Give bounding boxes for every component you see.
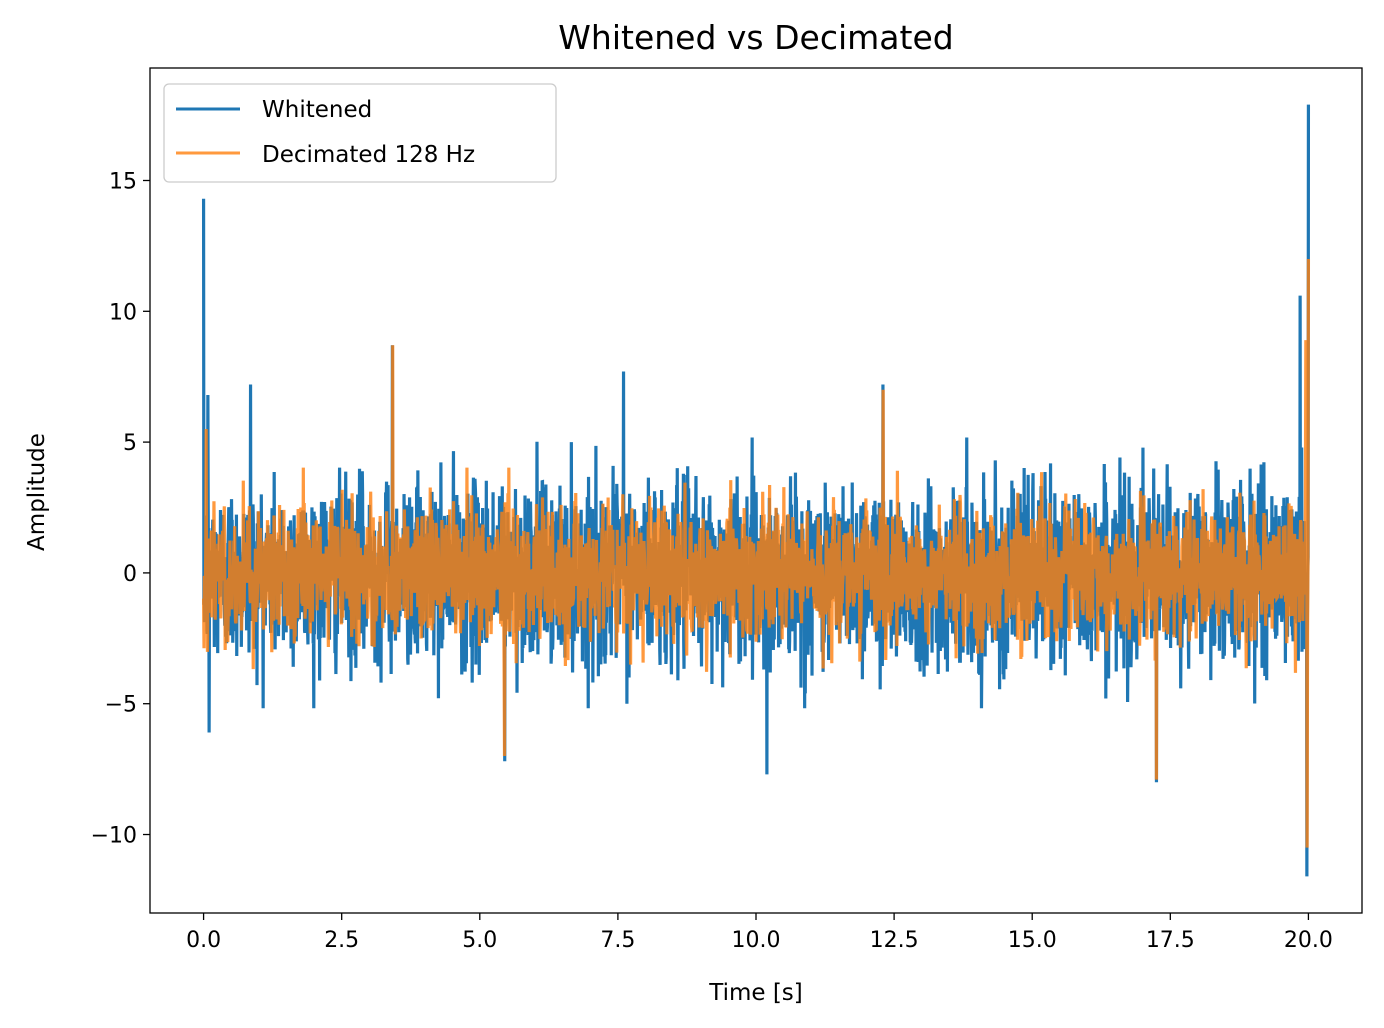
legend-label-decimated: Decimated 128 Hz: [262, 142, 475, 168]
y-tick-label: 5: [123, 431, 137, 456]
y-axis-label: Amplitude: [24, 433, 50, 551]
plot-area: 0.0 2.5 5.0 7.5 10.0 12.5 15.0 17.5 20.0 −10 −5 0 5 1…: [91, 67, 1363, 953]
series-layer: [201, 104, 1311, 877]
x-tick-label: 20.0: [1284, 928, 1333, 953]
y-tick-label: 15: [109, 169, 137, 194]
x-tick-label: 10.0: [732, 928, 781, 953]
x-tick-label: 2.5: [324, 928, 359, 953]
legend-box: [163, 83, 557, 183]
x-tick-label: 12.5: [870, 928, 919, 953]
legend-label-whitened: Whitened: [262, 97, 372, 123]
series-line-1: [201, 258, 1311, 848]
ticks-layer: 0.0 2.5 5.0 7.5 10.0 12.5 15.0 17.5 20.0 −10 −5 0 5 1…: [91, 169, 1333, 953]
x-tick-label: 7.5: [600, 928, 635, 953]
chart-title: Whitened vs Decimated: [558, 18, 953, 57]
x-tick-label: 0.0: [186, 928, 221, 953]
y-tick-label: −10: [91, 824, 137, 849]
x-tick-label: 17.5: [1146, 928, 1195, 953]
plot-frame: [149, 67, 1363, 914]
x-tick-label: 5.0: [462, 928, 497, 953]
y-tick-label: 10: [109, 300, 137, 325]
y-tick-label: −5: [105, 693, 137, 718]
legend: Whitened Decimated 128 Hz: [163, 83, 557, 183]
x-axis-label: Time [s]: [708, 980, 803, 1006]
y-tick-label: 0: [123, 562, 137, 587]
x-tick-label: 15.0: [1008, 928, 1057, 953]
